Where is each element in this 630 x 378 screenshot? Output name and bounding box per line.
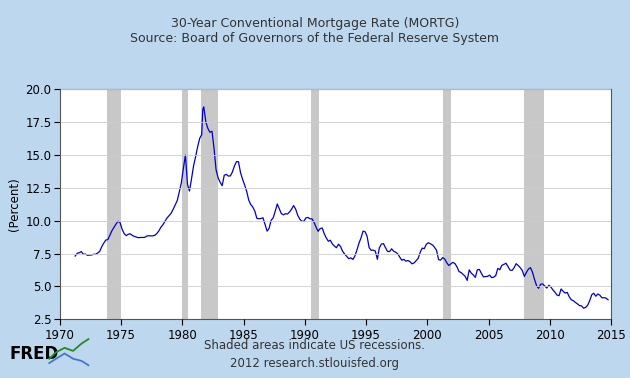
Text: Source: Board of Governors of the Federal Reserve System: Source: Board of Governors of the Federa…	[130, 32, 500, 45]
Bar	[201, 89, 218, 319]
Bar	[182, 89, 188, 319]
Bar	[106, 89, 121, 319]
Bar	[524, 89, 544, 319]
Bar	[443, 89, 451, 319]
Text: FRED: FRED	[9, 345, 59, 363]
Text: Shaded areas indicate US recessions.: Shaded areas indicate US recessions.	[205, 339, 425, 352]
Bar	[311, 89, 319, 319]
Text: 2012 research.stlouisfed.org: 2012 research.stlouisfed.org	[231, 357, 399, 370]
Y-axis label: (Percent): (Percent)	[8, 177, 21, 231]
Text: 30-Year Conventional Mortgage Rate (MORTG): 30-Year Conventional Mortgage Rate (MORT…	[171, 17, 459, 30]
